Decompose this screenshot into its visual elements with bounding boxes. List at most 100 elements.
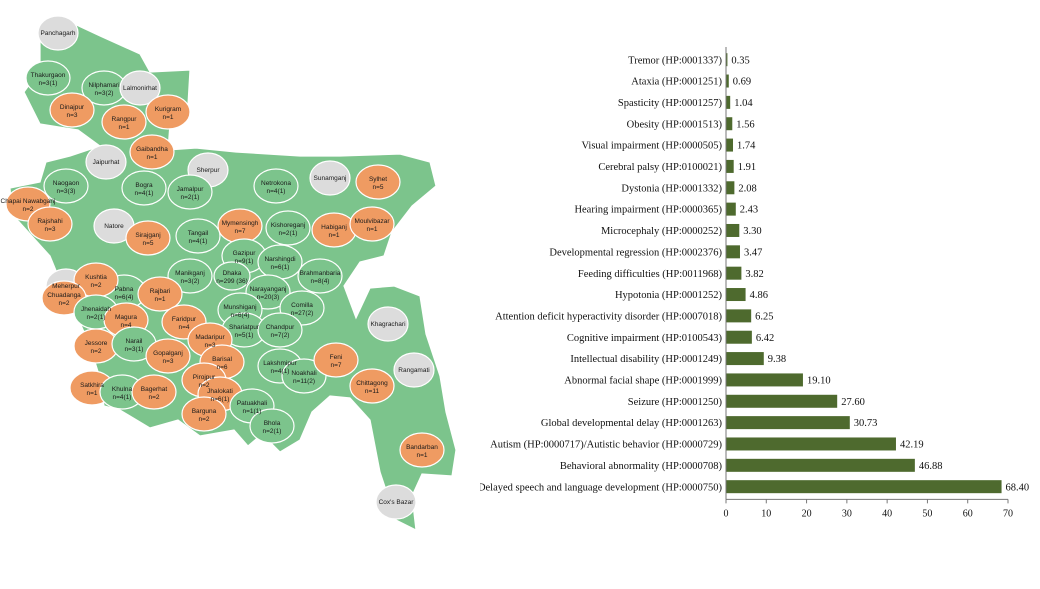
value-label-feeding-difficulties-hp-0011968: 3.82 [745,269,763,280]
district-label-panchagarh: Panchagarh [40,30,75,37]
district-count-khulna: n=4(1) [113,394,132,401]
district-label-barisal: Barisal [212,356,232,363]
bar-hearing-impairment-hp-0000365 [726,202,736,216]
district-count-jamalpur: n=2(1) [181,194,200,201]
bar-seizure-hp-0001250 [726,394,838,408]
district-label-jaipurhat: Jaipurhat [93,159,120,166]
district-label-dhaka: Dhaka [223,270,242,277]
district-label-sherpur: Sherpur [196,167,220,174]
x-tick-label-50: 50 [922,508,932,519]
x-tick-label-0: 0 [724,508,729,519]
value-label-attention-deficit-hyperactivity-disorder-hp-0007018: 6.25 [755,311,773,322]
chart-svg: Tremor (HP:0001337) Ataxia (HP:0001251) Sp… [478,47,1029,519]
district-label-jhenaidah: Jhenaidah [81,306,111,313]
district-label-bogra: Bogra [135,182,153,189]
district-label-lakshmipur: Lakshmipur [263,360,297,367]
x-tick-label-70: 70 [1003,508,1013,519]
district-rajshahi [27,206,73,242]
category-label-microcephaly-hp-0000252: Microcephaly (HP:0000252) [601,226,723,237]
district-label-jamalpur: Jamalpur [177,186,205,193]
bar-behavioral-abnormality-hp-0000708 [726,458,915,472]
x-axis: 0 10 20 30 40 50 60 70 [724,47,1013,519]
district-moulvibazar [349,206,395,242]
category-label-seizure-hp-0001250: Seizure (HP:0001250) [628,397,723,408]
category-label-abnormal-facial-shape-hp-0001999: Abnormal facial shape (HP:0001999) [564,376,722,387]
district-kishoreganj [265,210,311,246]
district-lalmonirhat [119,70,161,106]
value-label-cognitive-impairment-hp-0100543: 6.42 [756,333,774,344]
district-gaibandha [129,134,175,170]
value-label-hypotonia-hp-0001252: 4.86 [750,290,768,301]
district-label-naogaon: Naogaon [53,180,80,187]
district-label-comilla: Comilla [291,302,313,309]
district-dinajpur [49,92,95,128]
category-label-autism-hp-0000717-autistic-behavior-hp-0000729: Autism (HP:0000717)/Autistic behavior (H… [490,440,722,451]
district-count-bandarban: n=1 [416,452,427,459]
category-label-spasticity-hp-0001257: Spasticity (HP:0001257) [618,98,723,109]
category-label-feeding-difficulties-hp-0011968: Feeding difficulties (HP:0011968) [578,269,723,280]
district-count-kurigram: n=1 [162,114,173,121]
district-label-meherpur: Meherpur [52,283,81,290]
district-label-sirajganj: Sirajganj [135,232,160,239]
district-chittagong [349,368,395,404]
bars [726,53,1002,494]
category-label-global-developmental-delay-hp-0001263: Global developmental delay (HP:0001263) [541,418,723,429]
category-label-hypotonia-hp-0001252: Hypotonia (HP:0001252) [615,290,723,301]
category-labels: Tremor (HP:0001337) Ataxia (HP:0001251) Sp… [478,55,723,493]
district-count-mymensingh: n=7 [234,228,245,235]
district-label-manikganj: Manikganj [175,270,205,277]
district-count-gazipur: n=9(1) [235,258,254,265]
district-label-jhalokati: Jhalokati [207,388,233,395]
district-label-rangpur: Rangpur [112,116,138,123]
district-label-thakurgaon: Thakurgaon [31,72,66,79]
district-label-moulvibazar: Moulvibazar [354,218,390,225]
value-label-global-developmental-delay-hp-0001263: 30.73 [854,418,878,429]
district-count-narayanganj: n=20(3) [257,294,280,301]
district-label-khagrachari: Khagrachari [370,321,405,328]
district-label-jessore: Jessore [85,340,108,347]
district-count-patuakhali: n=1(1) [243,408,262,415]
bar-autism-hp-0000717-autistic-behavior-hp-0000729 [726,437,896,451]
district-jamalpur [167,174,213,210]
district-label-magura: Magura [115,314,137,321]
district-label-brahmanbaria: Brahmanbaria [300,270,341,277]
district-sunamganj [309,160,351,196]
district-count-jessore: n=2 [90,348,101,355]
x-tick-label-40: 40 [882,508,892,519]
x-tick-label-10: 10 [761,508,771,519]
phenotype-bar-chart: Tremor (HP:0001337) Ataxia (HP:0001251) Sp… [478,0,1040,584]
value-labels: 0.35 0.69 1.04 1.56 1.74 1.91 2.08 2.43 3.30 3.47… [731,55,1029,493]
district-label-gopalganj: Gopalganj [153,350,183,357]
bar-abnormal-facial-shape-hp-0001999 [726,373,803,387]
district-count-chittagong: n=11 [365,388,380,395]
district-count-jhalokati: n=6(1) [211,396,230,403]
bar-ataxia-hp-0001251 [726,74,729,88]
district-label-sunamganj: Sunamganj [314,175,347,182]
district-label-munshiganj: Munshiganj [223,304,256,311]
district-count-netrokona: n=4(1) [267,188,286,195]
district-label-madaripur: Madaripur [195,334,225,341]
district-label-lalmonirhat: Lalmonirhat [123,85,157,92]
district-count-narail: n=3(1) [125,346,144,353]
district-label-pirojpur: Pirojpur [193,374,216,381]
district-label-chittagong: Chittagong [356,380,388,387]
district-count-dhaka: n=299 (36) [216,278,248,285]
district-jaipurhat [85,144,127,180]
category-label-cognitive-impairment-hp-0100543: Cognitive impairment (HP:0100543) [567,333,723,344]
district-label-habiganj: Habiganj [321,224,347,231]
x-tick-label-20: 20 [802,508,812,519]
district-label-satkhira: Satkhira [80,382,104,389]
district-count-brahmanbaria: n=8(4) [311,278,330,285]
value-label-obesity-hp-0001513: 1.56 [736,119,754,130]
district-count-feni: n=7 [330,362,341,369]
district-rangpur [101,104,147,140]
district-label-gazipur: Gazipur [233,250,257,257]
district-khagrachari [367,306,409,342]
district-dhaka [213,261,251,291]
district-count-shariatpur: n=5(1) [235,332,254,339]
value-label-dystonia-hp-0001332: 2.08 [738,183,756,194]
district-netrokona [253,168,299,204]
district-naogaon [43,168,89,204]
category-label-developmental-regression-hp-0002376: Developmental regression (HP:0002376) [549,247,722,258]
district-label-narayanganj: Narayanganj [250,286,287,293]
